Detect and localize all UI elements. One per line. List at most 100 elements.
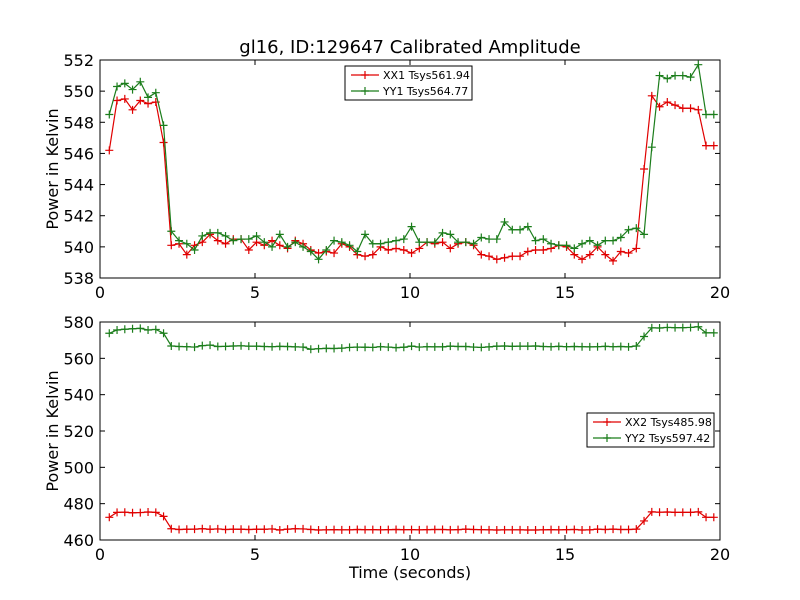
data-point — [578, 255, 587, 264]
data-point — [337, 525, 346, 534]
data-point — [624, 342, 633, 351]
data-point — [221, 342, 230, 351]
data-point — [330, 249, 339, 258]
data-point — [167, 524, 176, 533]
data-point — [492, 342, 501, 351]
data-point — [678, 323, 687, 332]
data-point — [105, 146, 114, 155]
data-point — [430, 238, 439, 247]
data-point — [593, 241, 602, 250]
data-point — [345, 241, 354, 250]
data-point — [120, 508, 129, 517]
bottom-plot-axes: 0 5 10 15 20 460 480 500 520 540 560 580 Power in Ke… — [43, 313, 730, 582]
x-tick-label: 5 — [250, 545, 260, 564]
data-point — [593, 342, 602, 351]
data-point — [407, 342, 416, 351]
data-point — [516, 252, 525, 261]
x-tick-label: 5 — [250, 283, 260, 302]
data-point — [368, 250, 377, 259]
data-point — [508, 342, 517, 351]
data-point — [454, 525, 463, 534]
data-point — [663, 323, 672, 332]
data-point — [469, 525, 478, 534]
data-point — [570, 244, 579, 253]
data-point — [368, 525, 377, 534]
data-point — [694, 105, 703, 114]
data-point — [105, 513, 114, 522]
data-point — [554, 525, 563, 534]
data-point — [632, 244, 641, 253]
data-point — [461, 342, 470, 351]
data-point — [159, 512, 168, 521]
data-point — [361, 525, 370, 534]
data-point — [523, 526, 532, 535]
data-point — [306, 525, 315, 534]
data-point — [151, 508, 160, 517]
data-point — [709, 513, 718, 522]
data-point — [384, 525, 393, 534]
data-point — [399, 343, 408, 352]
data-point — [128, 85, 137, 94]
data-point — [616, 233, 625, 242]
data-point — [275, 342, 284, 351]
data-point — [523, 247, 532, 256]
data-point — [415, 343, 424, 352]
data-point — [686, 323, 695, 332]
data-point — [516, 342, 525, 351]
data-point — [167, 241, 176, 250]
data-point — [128, 508, 137, 517]
data-point — [175, 525, 184, 534]
data-point — [144, 93, 153, 102]
data-point — [500, 341, 509, 350]
data-point — [175, 342, 184, 351]
y-tick-label: 548 — [63, 113, 94, 132]
data-point — [609, 256, 618, 265]
y-tick-label: 542 — [63, 207, 94, 226]
y-axis-label: Power in Kelvin — [43, 108, 62, 229]
data-point — [655, 508, 664, 517]
data-point — [136, 508, 145, 517]
data-point — [446, 230, 455, 239]
data-point — [640, 516, 649, 525]
y-tick-label: 460 — [63, 531, 94, 550]
data-point — [144, 325, 153, 334]
data-point — [306, 247, 315, 256]
data-point — [392, 244, 401, 253]
data-point — [213, 342, 222, 351]
data-point — [322, 344, 331, 353]
legend-label: YY2 Tsys597.42 — [624, 432, 710, 445]
data-point — [694, 507, 703, 516]
data-point — [105, 329, 114, 338]
data-point — [446, 244, 455, 253]
data-point — [430, 525, 439, 534]
data-point — [663, 98, 672, 107]
x-tick-label: 15 — [555, 545, 575, 564]
data-point — [159, 121, 168, 130]
data-point — [585, 250, 594, 259]
data-point — [120, 94, 129, 103]
data-point — [616, 247, 625, 256]
data-point — [361, 252, 370, 261]
y-tick-label: 560 — [63, 349, 94, 368]
data-point — [151, 325, 160, 334]
data-point — [438, 238, 447, 247]
data-point — [593, 525, 602, 534]
data-point — [221, 239, 230, 248]
data-point — [314, 255, 323, 264]
data-point — [136, 77, 145, 86]
y-tick-label: 520 — [63, 422, 94, 441]
series-yy1 — [105, 60, 718, 264]
data-point — [330, 344, 339, 353]
data-point — [392, 343, 401, 352]
data-point — [647, 143, 656, 152]
data-point — [283, 525, 292, 534]
data-point — [516, 225, 525, 234]
data-point — [671, 71, 680, 80]
data-point — [485, 252, 494, 261]
data-point — [485, 235, 494, 244]
data-point — [438, 525, 447, 534]
data-point — [306, 345, 315, 354]
data-point — [585, 236, 594, 245]
data-point — [384, 245, 393, 254]
